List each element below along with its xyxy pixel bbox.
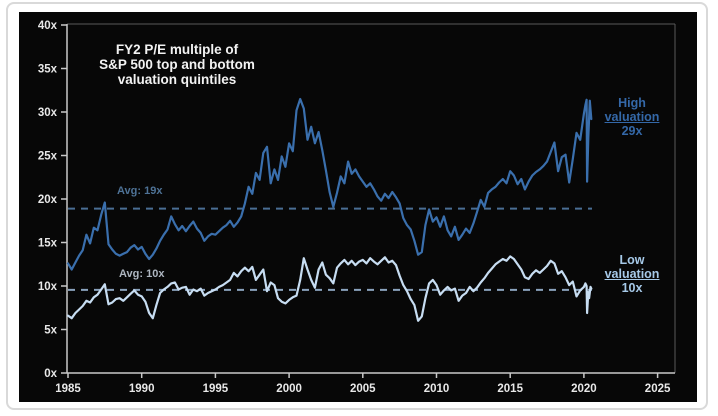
low-label-line2: valuation [604,267,660,281]
chart-title-line3: valuation quintiles [117,72,237,87]
chart-panel [19,12,697,402]
chart-title: FY2 P/E multiple of S&P 500 top and bott… [88,42,266,87]
low-valuation-series-label: Low valuation 10x [596,253,668,295]
y-tick-label: 5x [44,325,57,337]
low-label-line1: Low [619,253,645,267]
high-valuation-series-label: High valuation 29x [596,96,668,138]
x-tick-label: 2000 [276,383,302,395]
y-tick-label: 10x [38,281,58,293]
high-valuation-series-line [66,97,593,271]
y-tick-label: 20x [38,194,58,206]
y-tick-label: 40x [38,20,58,32]
y-tick-label: 30x [38,107,58,119]
x-tick-label: 1985 [55,383,81,395]
x-tick-label: 2015 [497,383,523,395]
high-label-value: 29x [621,124,643,138]
x-tick-label: 1990 [129,383,155,395]
x-tick-label: 2020 [571,383,597,395]
low-valuation-series-line [66,255,593,322]
high-label-line2: valuation [604,110,660,124]
y-tick-label: 25x [38,151,58,163]
x-tick-label: 1995 [203,383,229,395]
avg-low-annotation: Avg: 10x [119,268,165,280]
y-tick-label: 35x [38,64,58,76]
y-tick-label: 15x [38,238,58,250]
avg-high-annotation: Avg: 19x [117,185,163,197]
chart-title-line2: S&P 500 top and bottom [99,57,255,72]
y-tick-label: 0x [44,368,57,380]
x-tick-label: 2010 [424,383,450,395]
x-tick-label: 2005 [350,383,376,395]
x-tick-label: 2025 [645,383,671,395]
low-label-value: 10x [621,281,643,295]
chart-title-line1: FY2 P/E multiple of [115,42,239,57]
high-label-line1: High [618,96,646,110]
